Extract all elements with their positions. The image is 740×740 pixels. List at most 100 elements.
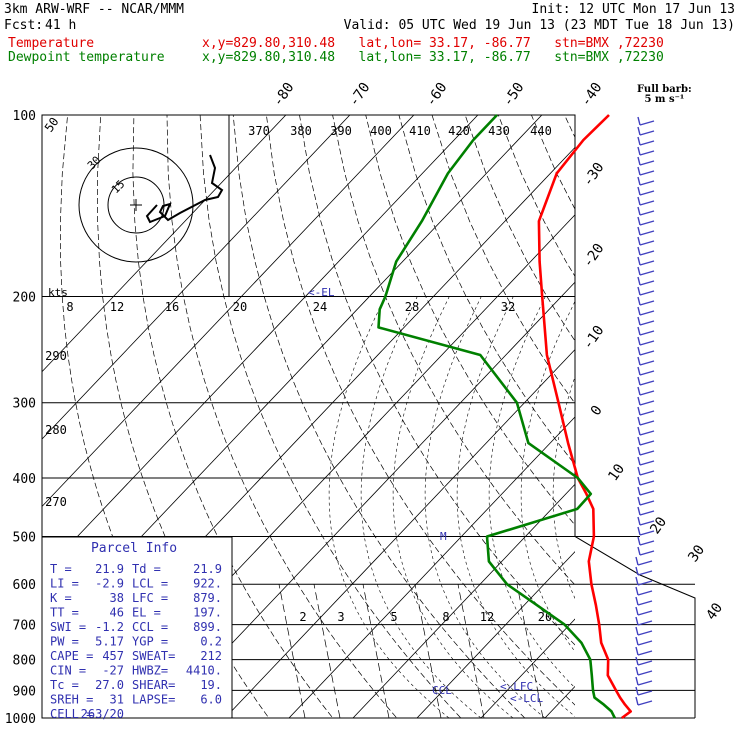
moist-adiabat: [360, 296, 482, 718]
wind-barb-shaft: [637, 426, 641, 436]
wind-barb-shaft: [637, 506, 641, 516]
parcel-info-label: T =: [50, 562, 72, 576]
isotherm-label: -20: [580, 241, 608, 271]
moist-adiabat: [424, 296, 546, 718]
wind-barb: [637, 570, 653, 576]
mixing-ratio-line: [278, 584, 306, 718]
wind-barb: [637, 580, 653, 586]
isotherm: [288, 416, 575, 718]
hodograph-scale-label: 20: [233, 300, 247, 314]
wind-barb: [637, 600, 653, 606]
isotherm: [160, 281, 575, 718]
wind-barb: [637, 560, 653, 566]
wind-barb-shaft: [635, 606, 639, 616]
wind-barb: [639, 280, 655, 286]
wind-barb-shaft: [637, 496, 641, 506]
theta-label: 370: [248, 124, 270, 138]
dry-adiabat: [365, 115, 575, 526]
hodograph-ring-30: [78, 147, 194, 263]
theta-label: 440: [530, 124, 552, 138]
wind-barb: [639, 190, 655, 196]
wind-barb: [639, 210, 655, 216]
parcel-info-value: 38: [110, 591, 124, 605]
dry-adiabat: [332, 115, 575, 586]
dry-adiabat: [730, 115, 740, 731]
isotherm: [224, 348, 575, 718]
wind-barb-shaft: [637, 146, 641, 156]
moist-adiabat: [392, 296, 514, 718]
pressure-label-800: 800: [13, 654, 36, 669]
wind-barb: [637, 660, 653, 666]
wind-barb: [637, 640, 653, 646]
wind-barb-shaft: [637, 546, 641, 556]
wind-barb-shaft: [635, 686, 639, 696]
parcel-info-value: 457: [102, 649, 124, 663]
wind-barb-shaft: [637, 176, 641, 186]
wind-barb-shaft: [637, 436, 641, 446]
wind-barb-shaft: [635, 626, 639, 636]
wind-barb: [639, 200, 655, 206]
wind-barb-shaft: [637, 526, 641, 536]
pressure-label-900: 900: [13, 684, 36, 699]
wind-barb: [639, 460, 655, 466]
parcel-info-value: 5.17: [95, 635, 124, 649]
wind-barb-shaft: [635, 576, 639, 586]
moist-adiabat: [520, 300, 575, 653]
pressure-label-600: 600: [13, 578, 36, 593]
wind-barb: [639, 140, 655, 146]
wind-barb-shaft: [637, 136, 641, 146]
temperature-location: x,y=829.80,310.48 lat,lon= 33.17, -86.77…: [202, 36, 664, 51]
wind-barb-shaft: [637, 296, 641, 306]
wind-barb: [639, 380, 655, 386]
wind-barb-shaft: [635, 596, 639, 606]
wind-barb-shaft: [637, 286, 641, 296]
mixing-ratio-label: 5: [390, 610, 397, 624]
wind-barb: [639, 160, 655, 166]
wind-barb-shaft: [635, 566, 639, 576]
parcel-info-value: 27.0: [95, 678, 124, 692]
wind-barb: [639, 180, 655, 186]
theta-label: 390: [330, 124, 352, 138]
dry-adiabat: [398, 115, 575, 466]
wind-barb: [639, 470, 655, 476]
wind-barb: [639, 130, 655, 136]
wind-barb: [639, 440, 655, 446]
parcel-info-value: -2.9: [95, 577, 124, 591]
profiles: [377, 114, 633, 720]
wind-barb: [639, 530, 655, 536]
dry-adiabat: [497, 115, 575, 278]
isotherm-label: 0: [588, 403, 606, 419]
wind-barb: [637, 620, 653, 626]
wind-barb-shaft: [637, 406, 641, 416]
wind-barb-shaft: [637, 416, 641, 426]
parcel-info-label: LFC =: [132, 591, 168, 605]
parcel-info-label: SHEAR=: [132, 678, 175, 692]
wind-barb-shaft: [635, 676, 639, 686]
hodograph-scale-label: 8: [66, 300, 73, 314]
wind-barb: [639, 420, 655, 426]
wind-barb-shaft: [637, 216, 641, 226]
wind-barb-shaft: [635, 666, 639, 676]
parcel-info-label: SWI =: [50, 620, 86, 634]
wind-barb: [639, 500, 655, 506]
wind-barb-shaft: [637, 126, 641, 136]
wind-barb-shaft: [637, 516, 641, 526]
wind-barb-shaft: [635, 616, 639, 626]
mixing-ratio-line: [457, 584, 485, 718]
parcel-info-value: 46: [110, 606, 124, 620]
wind-barb-shaft: [635, 586, 639, 596]
mixing-ratio-label: 2: [299, 610, 306, 624]
wind-barb-shaft: [637, 446, 641, 456]
hodograph-scale-label: 12: [110, 300, 124, 314]
pressure-label-200: 200: [13, 291, 36, 306]
theta-label: 410: [409, 124, 431, 138]
wind-barb-shaft: [635, 646, 639, 656]
dry-adiabat: [464, 115, 575, 342]
parcel-info-label: LCL =: [132, 577, 168, 591]
dry-adiabat: [199, 115, 462, 718]
hodograph-scale-label: 32: [501, 300, 515, 314]
wind-barb-shaft: [637, 376, 641, 386]
wind-barb: [639, 120, 655, 126]
wind-barb: [639, 170, 655, 176]
pressure-label-300: 300: [13, 397, 36, 412]
